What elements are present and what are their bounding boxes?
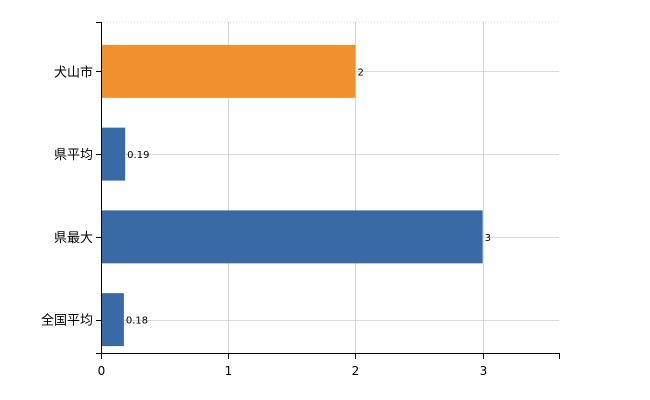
x-tick-label: 3 [480,364,488,378]
axes [96,22,560,359]
bar [101,293,124,347]
bar [101,127,126,181]
bar [101,210,483,264]
category-label: 全国平均 [41,313,93,329]
data-label: 0.18 [126,316,148,327]
data-label: 3 [485,233,491,244]
labels: 2 犬山市 0.19 県平均 3 県最大 0.18 全国平均 0 1 2 3 [41,64,491,378]
category-label: 県平均 [54,148,93,163]
category-label: 県最大 [54,231,93,246]
category-label: 犬山市 [54,64,93,80]
bars [101,44,483,347]
bar [101,44,356,98]
data-label: 0.19 [127,150,149,161]
x-tick-label: 2 [352,364,360,378]
x-tick-label: 0 [98,364,106,378]
data-label: 2 [357,67,363,78]
x-tick-label: 1 [225,364,233,378]
